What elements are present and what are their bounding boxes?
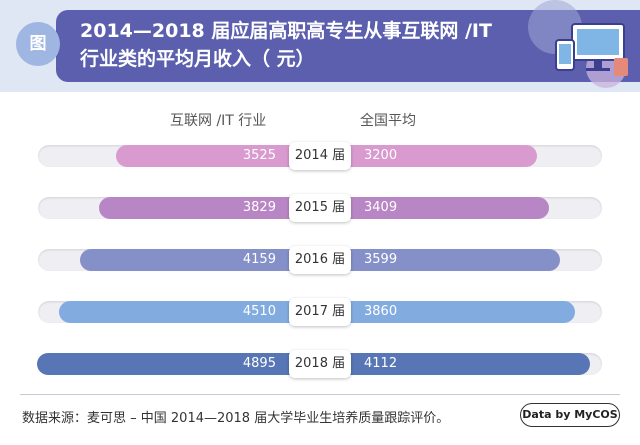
bar-right-value: 3409 (320, 197, 550, 219)
bar-left-value: 3829 (98, 197, 320, 219)
title-line-2: 行业类的平均月收入（ 元） (80, 48, 315, 70)
figure-tag: 图 (16, 22, 60, 66)
legend-left-label: 互联网 /IT 行业 (170, 113, 267, 129)
divider (20, 394, 620, 395)
year-label: 2016 届 (289, 246, 351, 274)
bar-left-value: 4510 (59, 301, 320, 323)
bar-right-value: 3599 (320, 249, 561, 271)
legend-right-label: 全国平均 (360, 113, 416, 129)
brand-badge: Data by MyCOS (520, 403, 620, 427)
bar-right-value: 4112 (320, 353, 590, 375)
bar-right-value: 3860 (320, 301, 576, 323)
data-source: 数据来源：麦可思 – 中国 2014—2018 届大学毕业生培养质量跟踪评价。 (22, 411, 450, 426)
chart-title: 2014—2018 届应届高职高专生从事互联网 /IT 行业类的平均月收入（ 元… (80, 17, 510, 73)
bar-left-value: 3525 (116, 145, 320, 167)
year-label: 2014 届 (289, 142, 351, 170)
bar-right-value: 3200 (320, 145, 537, 167)
header-band: 图 2014—2018 届应届高职高专生从事互联网 /IT 行业类的平均月收入（… (0, 0, 640, 92)
year-label: 2018 届 (289, 350, 351, 378)
year-label: 2015 届 (289, 194, 351, 222)
bar-left-value: 4895 (37, 353, 320, 375)
bar-left-value: 4159 (79, 249, 320, 271)
devices-icon (555, 23, 628, 76)
title-line-1: 2014—2018 届应届高职高专生从事互联网 /IT (80, 20, 492, 42)
year-label: 2017 届 (289, 298, 351, 326)
